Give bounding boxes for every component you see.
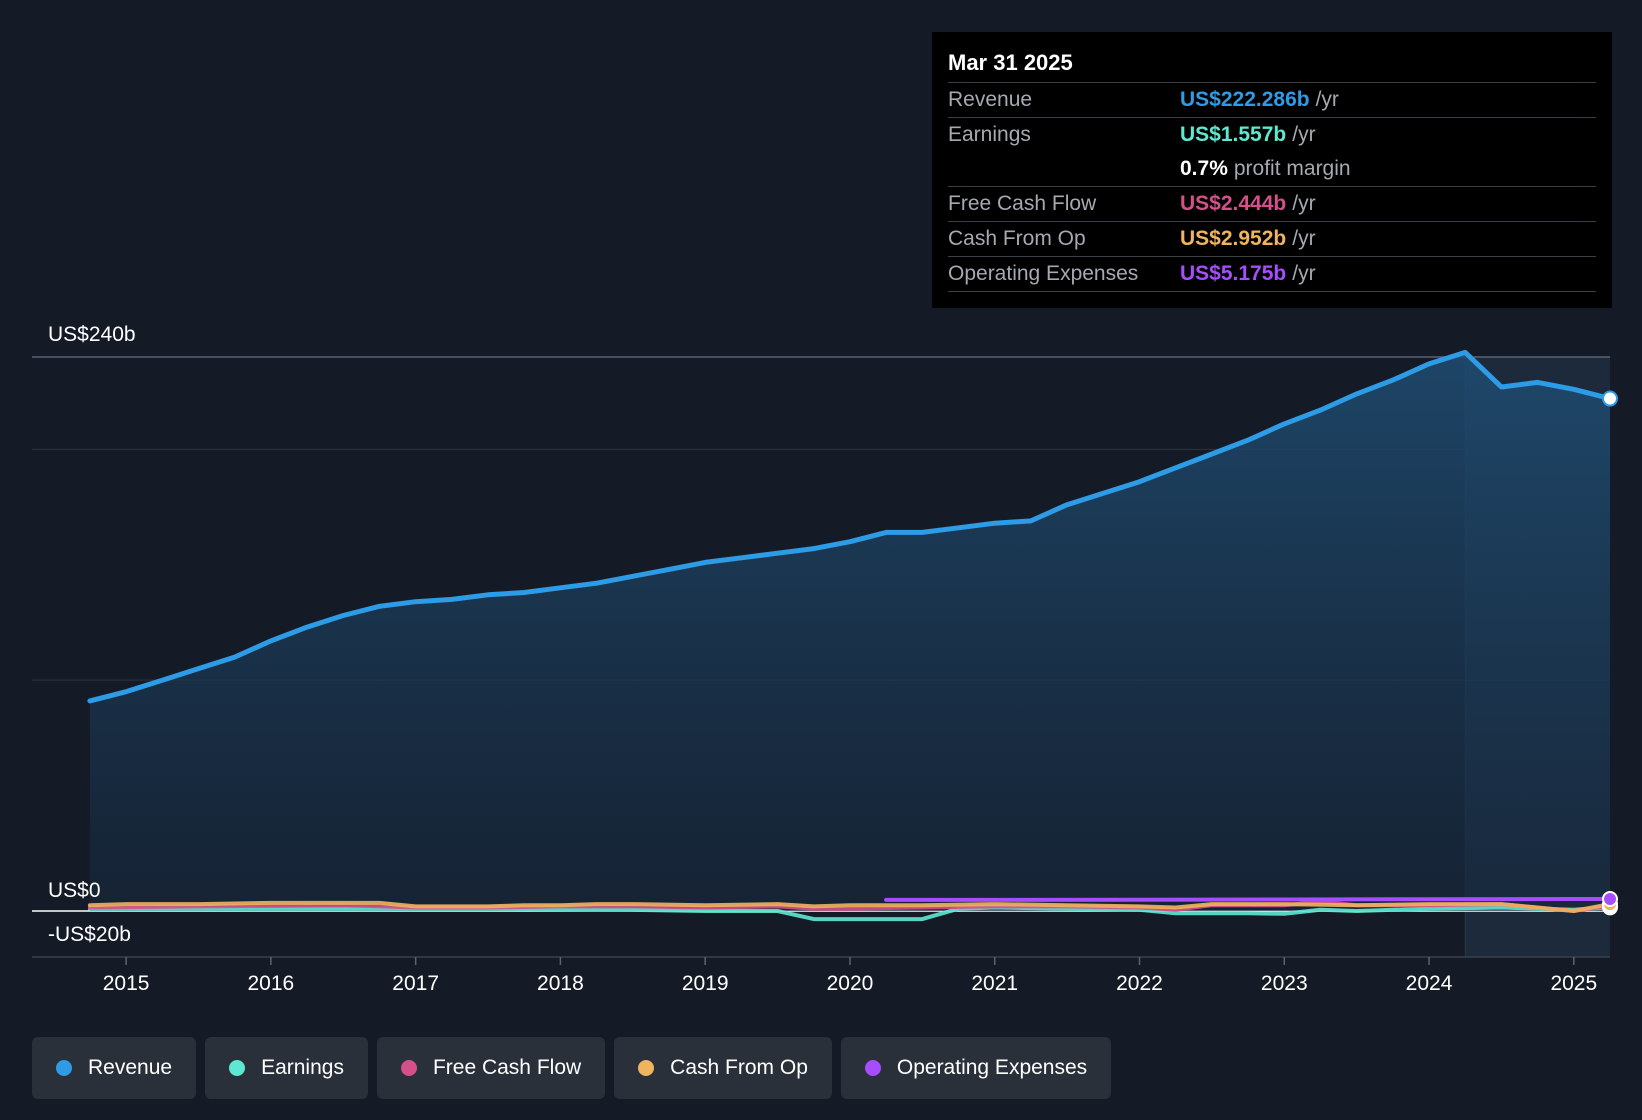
area-layer <box>89 352 1610 911</box>
legend-label: Earnings <box>261 1056 344 1079</box>
tooltip-row-cfo: Cash From Op US$2.952b /yr <box>948 222 1596 257</box>
legend-label: Free Cash Flow <box>432 1056 582 1079</box>
legend: Revenue Earnings Free Cash Flow Cash Fro… <box>32 1037 1120 1099</box>
x-tick-label: 2021 <box>971 972 1018 995</box>
tooltip-date: Mar 31 2025 <box>948 46 1596 83</box>
x-tick-label: 2025 <box>1550 972 1597 995</box>
tooltip-label: Cash From Op <box>948 227 1086 250</box>
tooltip-value: US$2.444b <box>1180 192 1287 215</box>
cash-from-op-line <box>87 900 1612 913</box>
x-tick-label: 2018 <box>537 972 584 995</box>
tooltip-label <box>948 152 1180 186</box>
y-axis-labels: US$240b US$0 -US$20b <box>48 323 136 946</box>
revenue-line <box>87 349 1613 704</box>
y-axis-label: -US$20b <box>48 923 131 946</box>
legend-item-free-cash-flow[interactable]: Free Cash Flow <box>376 1037 606 1099</box>
legend-item-operating-expenses[interactable]: Operating Expenses <box>840 1037 1112 1099</box>
tooltip-unit: /yr <box>1292 262 1316 285</box>
x-tick-label: 2022 <box>1116 972 1163 995</box>
tooltip-label: Revenue <box>948 88 1033 111</box>
tooltip-unit: /yr <box>1292 192 1316 215</box>
x-tick-label: 2024 <box>1406 972 1453 995</box>
x-tick-label: 2019 <box>682 972 729 995</box>
revenue-endpoint <box>1602 390 1618 407</box>
tooltip-row-earnings: Earnings US$1.557b /yr <box>948 118 1596 152</box>
series-lines <box>87 349 1613 922</box>
legend-item-revenue[interactable]: Revenue <box>32 1037 197 1099</box>
operating-expenses-line <box>884 897 1612 902</box>
legend-item-earnings[interactable]: Earnings <box>205 1037 368 1099</box>
legend-label: Operating Expenses <box>896 1056 1088 1079</box>
tooltip-value: US$1.557b <box>1180 123 1287 146</box>
x-axis-ticks: 2015 2016 2017 2018 2019 2020 2021 2022 2023 2024… <box>103 957 1597 995</box>
legend-dot-icon <box>638 1060 655 1076</box>
x-tick-label: 2015 <box>103 972 150 995</box>
tooltip-unit: /yr <box>1315 88 1339 111</box>
tooltip-value: US$222.286b <box>1180 88 1310 111</box>
legend-dot-icon <box>56 1060 72 1076</box>
tooltip-row-revenue: Revenue US$222.286b /yr <box>948 83 1596 118</box>
x-tick-label: 2016 <box>248 972 295 995</box>
x-tick-label: 2023 <box>1261 972 1308 995</box>
legend-dot-icon <box>400 1060 417 1076</box>
y-axis-label: US$0 <box>48 879 101 902</box>
tooltip-row-margin: 0.7% profit margin <box>948 152 1596 187</box>
tooltip-value: US$5.175b <box>1180 262 1287 285</box>
tooltip-label: Operating Expenses <box>948 262 1139 285</box>
tooltip-value: US$2.952b <box>1180 227 1287 250</box>
legend-item-cash-from-op[interactable]: Cash From Op <box>614 1037 832 1099</box>
series-endpoints <box>1602 390 1618 916</box>
legend-dot-icon <box>864 1060 881 1076</box>
tooltip-row-opex: Operating Expenses US$5.175b /yr <box>948 257 1596 292</box>
x-tick-label: 2017 <box>392 972 439 995</box>
legend-label: Cash From Op <box>670 1056 808 1079</box>
tooltip-row-fcf: Free Cash Flow US$2.444b /yr <box>948 187 1596 222</box>
tooltip-unit: /yr <box>1292 227 1316 250</box>
x-tick-label: 2020 <box>827 972 874 995</box>
tooltip-label: Free Cash Flow <box>948 192 1097 215</box>
tooltip-value: 0.7% <box>1180 157 1228 180</box>
operating-expenses-endpoint <box>1602 890 1618 907</box>
legend-dot-icon <box>229 1060 246 1076</box>
tooltip-unit: profit margin <box>1233 157 1351 180</box>
revenue-area <box>89 352 1610 911</box>
legend-label: Revenue <box>88 1056 173 1079</box>
tooltip-label: Earnings <box>948 123 1031 146</box>
tooltip-unit: /yr <box>1292 123 1316 146</box>
y-axis-label: US$240b <box>48 323 136 346</box>
tooltip-panel: Mar 31 2025 Revenue US$222.286b /yr Earn… <box>932 32 1612 308</box>
